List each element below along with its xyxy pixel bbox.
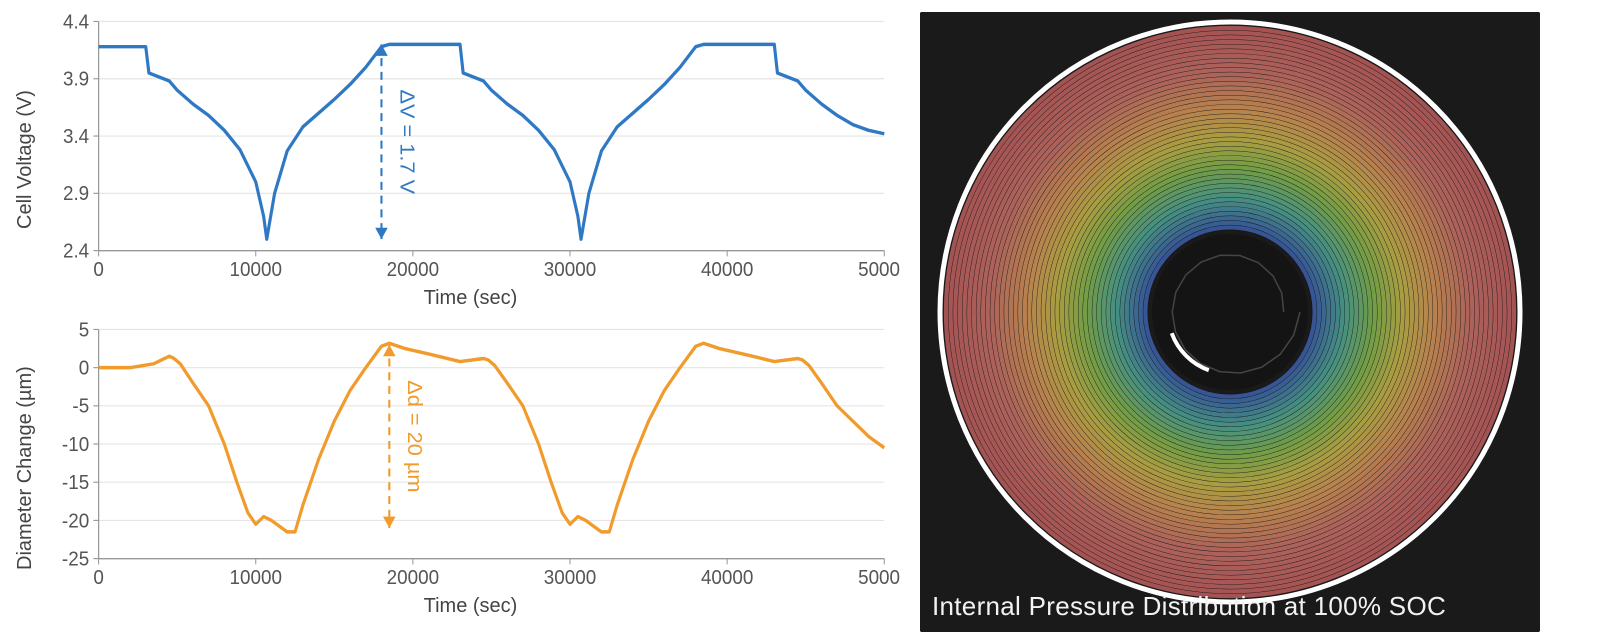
svg-text:5: 5 (79, 319, 89, 342)
diameter-ylabel: Diameter Change (µm) (10, 318, 41, 618)
svg-text:30000: 30000 (544, 258, 596, 281)
svg-text:-5: -5 (72, 395, 89, 418)
svg-text:30000: 30000 (544, 566, 596, 589)
svg-text:0: 0 (93, 566, 103, 589)
diameter-xlabel: Time (sec) (41, 595, 900, 618)
svg-text:40000: 40000 (701, 566, 753, 589)
svg-text:2.4: 2.4 (63, 240, 89, 263)
svg-text:-20: -20 (62, 510, 89, 533)
svg-text:-15: -15 (62, 471, 89, 494)
svg-text:10000: 10000 (230, 566, 282, 589)
svg-text:2.9: 2.9 (63, 182, 89, 205)
svg-text:-25: -25 (62, 548, 89, 571)
diameter-plot-svg: 0 10000 20000 30000 40000 50000 -25 -20 -15 -10 -5… (41, 318, 900, 593)
left-charts-panel: Cell Voltage (V) 01000020000300004000050… (0, 0, 920, 628)
svg-text:20000: 20000 (387, 566, 439, 589)
svg-text:0: 0 (93, 258, 103, 281)
svg-text:10000: 10000 (230, 258, 282, 281)
svg-text:Δd = 20 µm: Δd = 20 µm (403, 380, 425, 492)
ct-cross-section: Internal Pressure Distribution at 100% S… (920, 12, 1540, 632)
ct-caption: Internal Pressure Distribution at 100% S… (932, 591, 1446, 622)
diameter-chart: Diameter Change (µm) 0 10000 20000 30000 400… (10, 318, 900, 618)
voltage-plot-svg: 0 10000 20000 30000 40000 50000 2.4 2.9 3.4 3.9 4.… (41, 10, 900, 285)
svg-text:20000: 20000 (387, 258, 439, 281)
svg-text:4.4: 4.4 (63, 11, 89, 34)
svg-text:0: 0 (79, 357, 89, 380)
svg-text:50000: 50000 (858, 566, 900, 589)
svg-text:-10: -10 (62, 433, 89, 456)
svg-text:50000: 50000 (858, 258, 900, 281)
svg-text:40000: 40000 (701, 258, 753, 281)
voltage-xlabel: Time (sec) (41, 287, 900, 310)
svg-text:3.4: 3.4 (63, 125, 89, 148)
svg-text:3.9: 3.9 (63, 68, 89, 91)
voltage-chart: Cell Voltage (V) 0 10000 20000 30000 40000 50… (10, 10, 900, 310)
ct-rings-svg (920, 12, 1540, 632)
svg-text:ΔV = 1.7 V: ΔV = 1.7 V (396, 89, 418, 194)
ct-panel: Internal Pressure Distribution at 100% S… (920, 0, 1560, 644)
voltage-ylabel: Cell Voltage (V) (10, 10, 41, 310)
